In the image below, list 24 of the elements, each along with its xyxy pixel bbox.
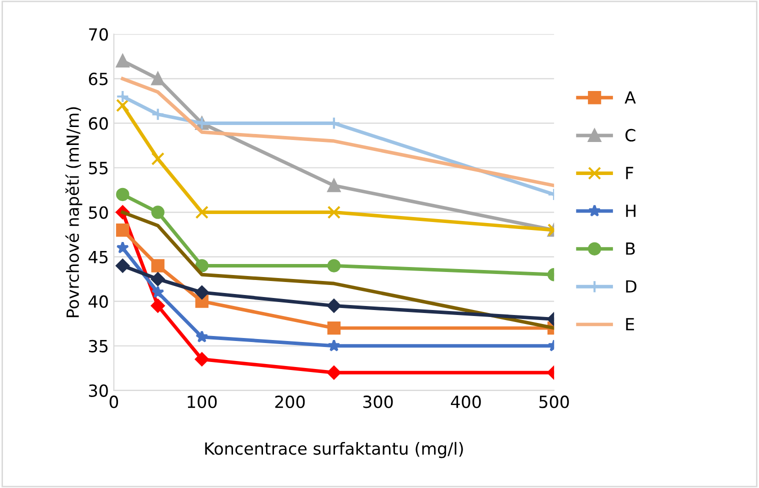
x-tick-label: 500 <box>539 396 569 408</box>
y-tick-label: 55 <box>89 162 108 174</box>
x-tick-label: 200 <box>275 396 305 408</box>
y-tick-label: 35 <box>89 340 108 352</box>
x-tick-label: 0 <box>110 396 118 408</box>
legend-label: A <box>624 91 636 104</box>
legend-label: B <box>626 242 635 255</box>
y-tick-label: 30 <box>89 384 108 397</box>
y-tick-label: 65 <box>88 72 108 86</box>
y-tick-label: 45 <box>88 250 108 264</box>
legend-label: E <box>626 318 634 330</box>
y-axis-title: Povrchové napětí (mN/m) <box>65 107 82 318</box>
y-tick-label: 70 <box>89 28 108 41</box>
y-tick-label: 60 <box>88 117 108 130</box>
x-axis-title: Koncentrace surfaktantu (mg/l) <box>205 442 463 458</box>
legend-label: H <box>626 204 636 217</box>
y-tick-label: 50 <box>89 206 108 219</box>
legend-label: F <box>626 166 634 180</box>
x-tick-label: 300 <box>363 396 393 408</box>
x-tick-label: 400 <box>450 396 481 408</box>
legend-label: C <box>625 128 636 142</box>
legend-label: D <box>626 280 636 292</box>
y-tick-label: 40 <box>88 295 108 308</box>
x-tick-label: 100 <box>188 396 217 408</box>
